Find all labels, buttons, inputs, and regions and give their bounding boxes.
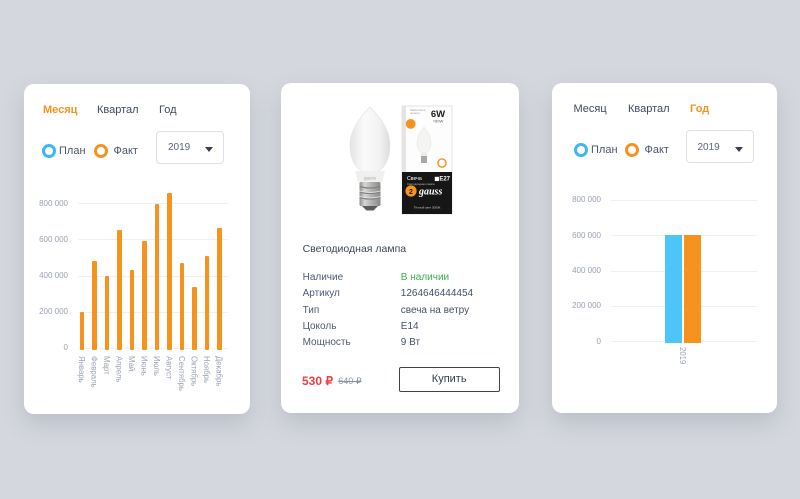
svg-text:gauss: gauss	[364, 176, 377, 181]
svg-text:Лампа свеча: Лампа свеча	[410, 108, 426, 112]
svg-text:2: 2	[409, 189, 413, 196]
svg-text:на ветру: на ветру	[410, 112, 421, 115]
svg-text:6W: 6W	[431, 109, 445, 120]
svg-text:gauss: gauss	[418, 187, 442, 198]
svg-text:Свеча: Свеча	[407, 176, 422, 182]
svg-text:◼E27: ◼E27	[434, 177, 450, 183]
svg-text:Светодиодная лампа: Светодиодная лампа	[407, 182, 435, 186]
svg-text:Тёплый свет 3000К: Тёплый свет 3000К	[414, 206, 441, 210]
svg-text:=60W: =60W	[433, 119, 444, 124]
